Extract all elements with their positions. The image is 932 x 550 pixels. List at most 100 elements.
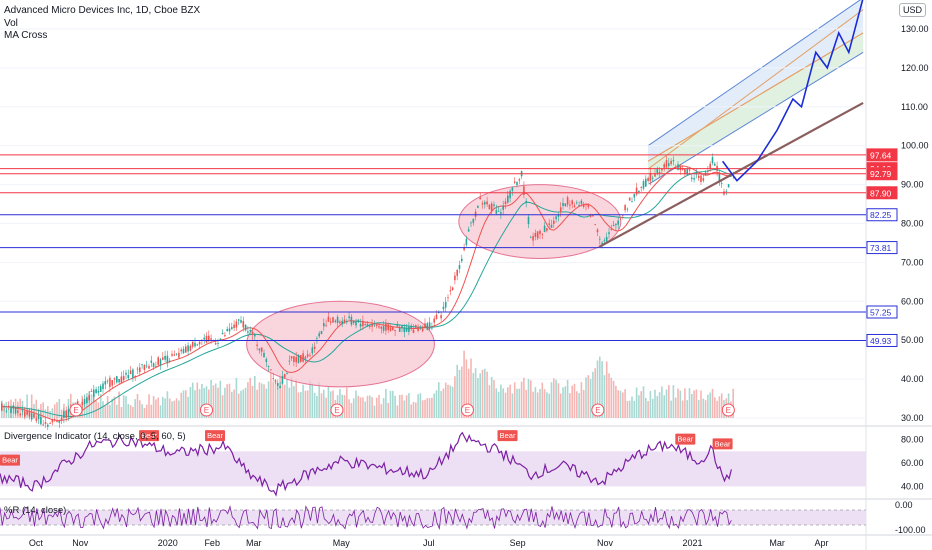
candle-body: [438, 312, 440, 314]
candle-body: [693, 178, 695, 180]
candle-body: [217, 342, 219, 344]
candle-body: [60, 417, 63, 421]
volume-bar: [463, 350, 465, 418]
divergence-tick-label: 40.00: [901, 481, 924, 491]
volume-bar: [504, 392, 507, 418]
candle-body: [555, 216, 557, 220]
candle-body: [507, 195, 509, 203]
volume-bar: [152, 396, 155, 418]
price-tick-label: 90.00: [901, 180, 924, 190]
candle-body: [463, 247, 465, 251]
volume-bar: [603, 375, 606, 418]
volume-bar: [364, 401, 366, 418]
time-tick-label: Feb: [204, 538, 220, 548]
candle-body: [398, 327, 401, 332]
volume-bar: [224, 387, 226, 418]
candle-body: [104, 381, 107, 385]
divergence-indicator-label[interactable]: Divergence Indicator (14, close, 0, 5, 6…: [4, 431, 186, 442]
candle-body: [67, 409, 70, 417]
level-price-label: 87.90: [870, 188, 892, 198]
candle-body: [42, 424, 44, 426]
candle-body: [525, 200, 527, 204]
volume-bar: [451, 386, 454, 418]
volume-indicator-label[interactable]: Vol: [4, 18, 18, 29]
candle-body: [658, 171, 661, 174]
volume-bar: [419, 393, 422, 418]
candle-body: [281, 376, 284, 384]
volume-bar: [633, 400, 636, 418]
candle-body: [714, 163, 716, 166]
volume-bar: [136, 393, 139, 418]
volume-bar: [30, 394, 33, 418]
volume-bar: [102, 401, 104, 418]
volume-bar: [60, 409, 63, 418]
candle-body: [553, 220, 555, 224]
volume-bar: [189, 387, 192, 418]
volume-bar: [242, 389, 245, 418]
volume-bar: [371, 397, 373, 418]
candle-body: [339, 321, 341, 324]
candle-body: [410, 325, 412, 329]
volume-bar: [228, 383, 231, 418]
time-tick-label: Sep: [510, 538, 526, 548]
volume-bar: [635, 387, 638, 418]
williams-r-indicator-label[interactable]: %R (14, close): [4, 505, 67, 516]
earnings-marker-label: E: [204, 406, 209, 415]
candle-body: [642, 181, 645, 189]
candle-body: [626, 208, 629, 210]
candle-body: [318, 333, 320, 337]
candle-body: [392, 327, 394, 331]
candle-body: [99, 386, 102, 392]
volume-bar: [350, 403, 353, 418]
volume-bar: [99, 393, 102, 418]
candle-body: [336, 316, 339, 323]
candle-body: [196, 344, 199, 346]
candle-body: [21, 410, 24, 412]
time-tick-label: Mar: [246, 538, 262, 548]
earnings-marker-label: E: [595, 406, 600, 415]
earnings-marker: [199, 403, 213, 417]
candle-body: [14, 408, 17, 414]
volume-bar: [410, 404, 412, 418]
candle-body: [720, 183, 723, 184]
volume-bar: [173, 400, 176, 418]
volume-bar: [497, 391, 500, 418]
candle-body: [143, 365, 146, 370]
earnings-marker: [591, 403, 605, 417]
candle-body: [295, 357, 297, 363]
volume-bar: [3, 407, 5, 418]
volume-bar: [594, 368, 596, 418]
volume-bar: [516, 388, 518, 418]
volume-bar: [141, 404, 143, 418]
bear-label-bg: [712, 438, 733, 450]
candle-body: [221, 332, 224, 335]
candle-body: [120, 376, 123, 383]
volume-bar: [403, 400, 406, 418]
volume-bar: [638, 395, 640, 418]
volume-bar: [555, 379, 557, 418]
candle-body: [486, 201, 488, 205]
candle-body: [265, 359, 268, 362]
ma-cross-indicator-label[interactable]: MA Cross: [4, 30, 48, 41]
candle-body: [26, 411, 28, 415]
volume-bar: [277, 386, 279, 418]
volume-bar: [58, 399, 61, 418]
volume-bar: [520, 381, 523, 418]
volume-bar: [711, 388, 714, 418]
volume-bar: [235, 377, 238, 418]
volume-bar: [438, 382, 440, 418]
candle-body: [19, 413, 21, 416]
time-tick-label: Nov: [597, 538, 614, 548]
volume-bar: [479, 373, 481, 418]
volume-bar: [313, 392, 316, 418]
candle-body: [711, 157, 714, 164]
currency-badge[interactable]: USD: [898, 3, 926, 17]
candle-body: [412, 329, 415, 334]
volume-bar: [663, 395, 665, 418]
candle-body: [479, 197, 481, 200]
candle-body: [247, 331, 249, 333]
volume-bar: [249, 377, 251, 418]
candle-body: [523, 186, 525, 195]
volume-bar: [247, 382, 249, 418]
